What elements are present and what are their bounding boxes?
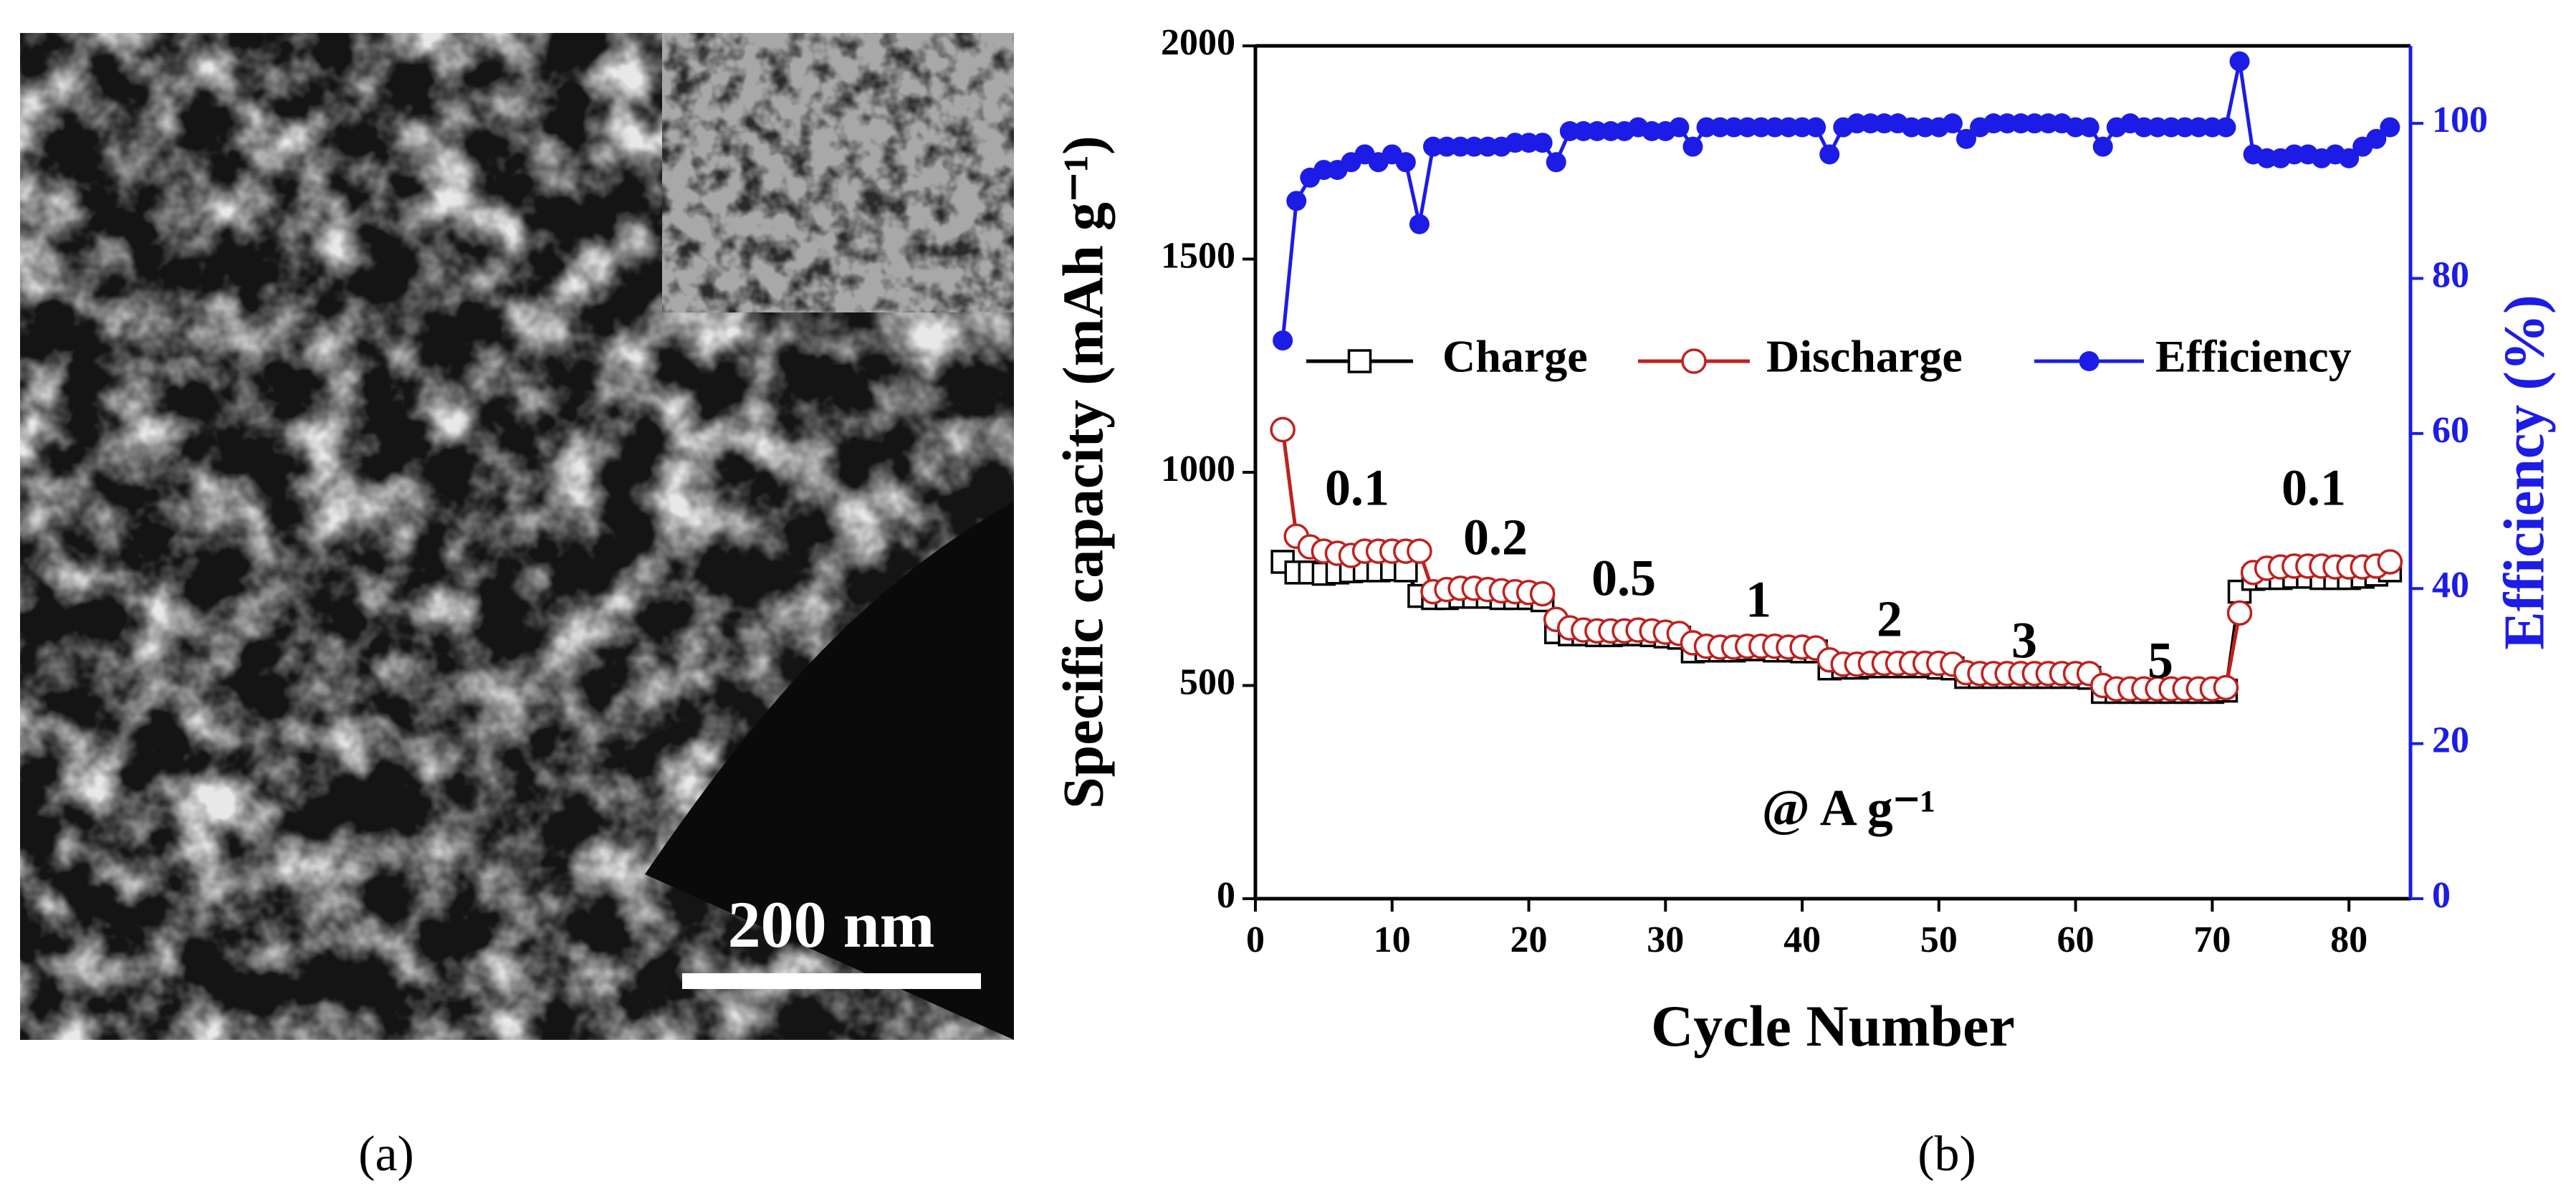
annotation: 0.1 (1325, 459, 1389, 517)
data-point (1956, 128, 1976, 149)
micrograph-dark-region (645, 502, 1014, 1040)
data-point (1395, 152, 1416, 173)
annotation: 5 (2148, 632, 2173, 689)
data-point (2226, 600, 2253, 626)
inset-texture (662, 33, 1014, 312)
x-tick-label: 40 (1783, 919, 1821, 960)
legend-marker (1347, 349, 1372, 373)
data-point (2377, 549, 2403, 575)
data-point (2229, 51, 2250, 72)
x-tick-label: 0 (1246, 919, 1265, 960)
x-tick-label: 30 (1647, 919, 1684, 960)
data-point (2380, 117, 2400, 138)
legend-marker (2079, 351, 2099, 371)
y-tick-label: 1500 (1161, 235, 1235, 276)
data-point (2213, 674, 2239, 701)
annotation: 2 (1877, 591, 1902, 648)
data-point (1394, 558, 1418, 583)
y2-tick-label: 0 (2432, 875, 2451, 916)
annotation: @ A g⁻¹ (1762, 780, 1936, 837)
data-point (1819, 144, 1840, 165)
data-point (1270, 416, 1296, 443)
data-point (1409, 214, 1430, 234)
y2-tick-label: 20 (2432, 720, 2469, 761)
annotation: 3 (2011, 612, 2037, 669)
y2-tick-label: 100 (2432, 100, 2488, 140)
legend-label: Efficiency (2155, 331, 2352, 382)
x-tick-label: 80 (2330, 919, 2367, 960)
legend-marker (1681, 348, 1707, 374)
y-tick-label: 1000 (1161, 449, 1235, 489)
data-point (1286, 191, 1307, 211)
data-point (2079, 117, 2099, 138)
data-point (1942, 113, 1963, 134)
legend-label: Discharge (1766, 331, 1963, 382)
legend-label: Charge (1442, 331, 1588, 382)
y-axis-title: Specific capacity (mAh g⁻¹) (1052, 135, 1115, 808)
data-point (1529, 580, 1556, 607)
x-tick-label: 60 (2057, 919, 2094, 960)
data-point (2216, 117, 2236, 138)
annotation: 0.1 (2281, 459, 2346, 517)
x-tick-label: 20 (1510, 919, 1548, 960)
y-tick-label: 2000 (1161, 22, 1235, 63)
micrograph: 200 nm (20, 33, 1014, 1040)
y2-axis-title: Efficiency (%) (2493, 295, 2556, 649)
annotation: 0.5 (1591, 550, 1656, 607)
x-tick-label: 10 (1374, 919, 1411, 960)
data-point (1669, 117, 1690, 138)
data-point (1682, 136, 1703, 157)
data-point (1546, 152, 1566, 173)
panel-caption: (b) (1917, 1127, 1976, 1182)
x-tick-label: 50 (1920, 919, 1958, 960)
data-point (2092, 136, 2113, 157)
panel-caption: (a) (358, 1127, 414, 1182)
y-tick-label: 500 (1179, 661, 1235, 702)
y2-tick-label: 40 (2432, 565, 2469, 606)
scale-bar-label: 200 nm (728, 888, 935, 961)
annotation: 0.2 (1463, 509, 1528, 566)
y2-tick-label: 60 (2432, 410, 2469, 451)
x-tick-label: 70 (2193, 919, 2231, 960)
data-point (1273, 330, 1293, 351)
data-point (2366, 128, 2387, 149)
data-point (1532, 133, 1553, 153)
y2-tick-label: 80 (2432, 254, 2469, 295)
series-line (1280, 61, 2392, 341)
data-point (2339, 148, 2360, 168)
annotation: 1 (1746, 571, 1771, 629)
data-point (1407, 538, 1432, 564)
y-tick-label: 0 (1217, 875, 1235, 916)
x-axis-title: Cycle Number (1651, 993, 2015, 1059)
data-point (1806, 117, 1826, 138)
